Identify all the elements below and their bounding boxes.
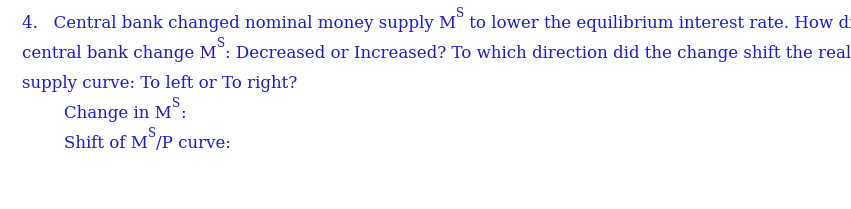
Text: Shift of M: Shift of M [22, 135, 148, 152]
Text: S: S [217, 37, 225, 50]
Text: S: S [172, 97, 180, 110]
Text: Change in M: Change in M [22, 105, 172, 122]
Text: S: S [456, 6, 465, 19]
Text: /P curve:: /P curve: [156, 135, 231, 152]
Text: central bank change M: central bank change M [22, 45, 217, 62]
Text: to lower the equilibrium interest rate. How did the: to lower the equilibrium interest rate. … [465, 15, 851, 32]
Text: 4.   Central bank changed nominal money supply M: 4. Central bank changed nominal money su… [22, 15, 456, 32]
Text: :: : [180, 105, 186, 122]
Text: : Decreased or Increased? To which direction did the change shift the real money: : Decreased or Increased? To which direc… [225, 45, 851, 62]
Text: S: S [148, 126, 156, 139]
Text: supply curve: To left or To right?: supply curve: To left or To right? [22, 75, 297, 92]
